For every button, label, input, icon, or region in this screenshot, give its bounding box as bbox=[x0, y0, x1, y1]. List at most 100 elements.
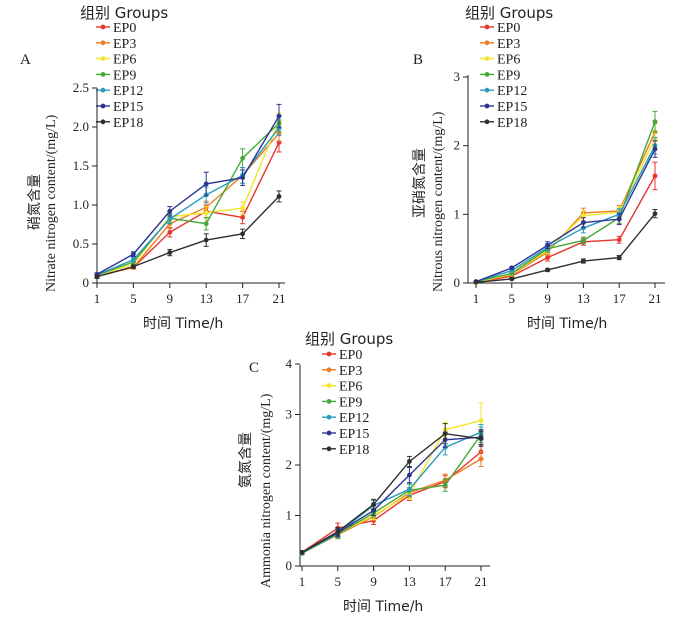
data-point bbox=[616, 237, 622, 243]
legend-item-c-ep12: EP12 bbox=[322, 411, 369, 426]
legend-swatch-marker bbox=[326, 399, 332, 404]
legend-label: EP3 bbox=[497, 37, 520, 52]
legend-item-b-ep18: EP18 bbox=[480, 116, 527, 131]
data-point bbox=[240, 175, 246, 181]
data-point bbox=[581, 225, 586, 231]
series-line bbox=[96, 120, 280, 276]
legend-label: EP18 bbox=[339, 443, 369, 458]
legend-swatch-marker bbox=[484, 119, 490, 125]
data-point bbox=[652, 119, 658, 125]
series-line bbox=[475, 138, 656, 283]
legend-label: EP12 bbox=[113, 84, 143, 99]
legend-title-b: 组别 Groups bbox=[465, 4, 553, 22]
legend-label: EP15 bbox=[113, 100, 143, 115]
series-c-ep18 bbox=[299, 423, 484, 555]
legend-item-a-ep12: EP12 bbox=[96, 84, 143, 99]
data-point bbox=[545, 255, 550, 260]
data-point bbox=[167, 208, 173, 214]
legend-swatch-marker bbox=[100, 87, 106, 93]
series-line bbox=[96, 122, 280, 276]
x-tick-label-b: 17 bbox=[613, 291, 627, 306]
series-line bbox=[475, 131, 656, 283]
series-line bbox=[475, 175, 656, 284]
series-b-ep12 bbox=[473, 136, 658, 285]
y-tick-label-c: 0 bbox=[286, 558, 293, 573]
legend-swatch-marker bbox=[100, 24, 106, 30]
legend-label: EP0 bbox=[113, 21, 136, 36]
x-tick-label-a: 13 bbox=[200, 291, 213, 306]
x-axis-title-c: 时间 Time/h bbox=[343, 599, 423, 615]
legend-swatch-marker bbox=[484, 24, 490, 30]
y-tick-label-c: 4 bbox=[286, 356, 293, 371]
legend-title-a: 组别 Groups bbox=[80, 4, 168, 22]
x-tick-label-a: 17 bbox=[236, 291, 250, 306]
legend-item-a-ep6: EP6 bbox=[96, 53, 136, 68]
data-point bbox=[581, 258, 586, 264]
legend-label: EP18 bbox=[497, 116, 527, 131]
series-line bbox=[301, 432, 482, 553]
legend-item-b-ep9: EP9 bbox=[480, 68, 520, 83]
legend-label: EP0 bbox=[339, 348, 362, 363]
data-point bbox=[652, 146, 658, 152]
y-axis-title-cn-a: 硝氮含量 bbox=[27, 174, 43, 230]
legend-item-b-ep0: EP0 bbox=[480, 21, 520, 36]
data-point bbox=[167, 250, 173, 255]
legend-item-c-ep3: EP3 bbox=[322, 364, 362, 379]
y-ticks-c: 0 1 2 3 4 bbox=[286, 356, 300, 573]
x-tick-label-b: 5 bbox=[509, 291, 516, 306]
legend-swatch-marker bbox=[484, 56, 490, 61]
data-point bbox=[581, 213, 586, 219]
series-group-a bbox=[94, 103, 282, 280]
data-point bbox=[478, 418, 484, 423]
series-a-ep0 bbox=[94, 132, 282, 279]
legend-label: EP0 bbox=[497, 21, 520, 36]
x-tick-label-c: 5 bbox=[335, 574, 342, 589]
x-axis-title-b: 时间 Time/h bbox=[527, 316, 607, 332]
legend-label: EP3 bbox=[113, 37, 136, 52]
y-tick-label-a: 2.5 bbox=[73, 80, 89, 95]
legend-item-a-ep3: EP3 bbox=[96, 37, 136, 52]
data-point bbox=[276, 194, 282, 199]
legend-label: EP6 bbox=[497, 53, 520, 68]
data-point bbox=[509, 276, 515, 282]
y-tick-label-a: 2.0 bbox=[73, 119, 89, 134]
y-axis-title-cn-b-text: 亚硝氮含量 bbox=[412, 148, 428, 218]
x-ticks-a: 1 5 9 13 17 21 bbox=[94, 283, 286, 306]
data-point bbox=[545, 267, 550, 273]
legend-label: EP15 bbox=[339, 427, 369, 442]
legend-swatch-marker bbox=[326, 414, 332, 420]
legend-item-a-ep9: EP9 bbox=[96, 68, 136, 83]
legend-item-c-ep15: EP15 bbox=[322, 427, 369, 442]
legend-swatch-marker bbox=[100, 72, 106, 77]
data-point bbox=[131, 264, 136, 270]
panel-letter-a: A bbox=[20, 52, 31, 68]
legend-swatch-marker bbox=[484, 103, 490, 109]
data-point bbox=[240, 215, 246, 220]
data-point bbox=[276, 113, 282, 119]
y-tick-label-c: 1 bbox=[286, 508, 293, 523]
data-point bbox=[652, 211, 658, 217]
legend-swatch-marker bbox=[484, 87, 490, 93]
y-axis-title-en-c: Ammonia nitrogen content/(mg/L) bbox=[259, 393, 274, 588]
x-tick-label-c: 9 bbox=[370, 574, 377, 589]
legend-item-c-ep6: EP6 bbox=[322, 380, 362, 395]
y-axis-title-en-a: Nitrate nitrogen content/(mg/L) bbox=[44, 114, 59, 292]
data-point bbox=[478, 456, 484, 462]
x-tick-label-a: 21 bbox=[273, 291, 286, 306]
legend-label: EP6 bbox=[113, 53, 136, 68]
data-point bbox=[240, 205, 246, 211]
y-axis-title-cn-c-text: 氨氮含量 bbox=[238, 432, 254, 488]
legend-item-b-ep12: EP12 bbox=[480, 84, 527, 99]
y-tick-label-c: 3 bbox=[286, 407, 293, 422]
legend-swatch-marker bbox=[100, 40, 106, 46]
series-a-ep12 bbox=[94, 119, 282, 278]
y-tick-label-a: 0.5 bbox=[73, 236, 89, 251]
legend-label: EP15 bbox=[497, 100, 527, 115]
y-tick-label-c: 2 bbox=[286, 457, 293, 472]
x-tick-label-a: 1 bbox=[94, 291, 101, 306]
